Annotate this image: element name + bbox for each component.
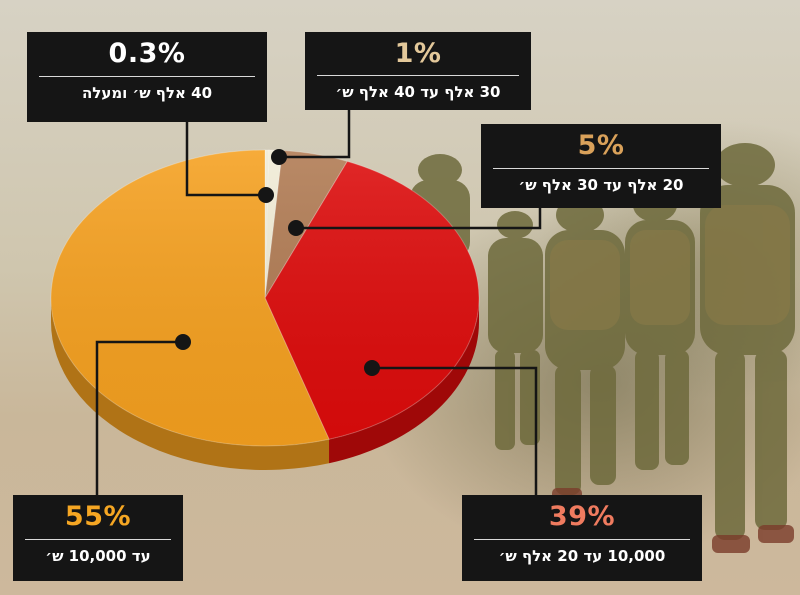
range-under-10k: עד 10,000 ש׳	[45, 547, 151, 565]
callout-under-10k: 55% עד 10,000 ש׳	[13, 495, 183, 581]
callout-divider	[25, 539, 171, 540]
range-10k-20k: 10,000 עד 20 אלף ש׳	[498, 547, 666, 565]
leader-lines	[95, 108, 542, 497]
leader-30k-40k-line	[279, 108, 351, 159]
range-30k-40k: 30 אלף עד 40 אלף ש׳	[335, 83, 501, 101]
leader-under-10k-dot	[175, 334, 191, 350]
pct-30k-40k: 1%	[394, 38, 442, 69]
callout-divider	[317, 75, 519, 76]
callout-divider	[39, 76, 255, 77]
callout-10k-20k: 39% 10,000 עד 20 אלף ש׳	[462, 495, 702, 581]
pct-above-40k: 0.3%	[108, 38, 186, 69]
leader-above-40k-line	[185, 120, 266, 197]
pct-under-10k: 55%	[64, 501, 132, 532]
leader-20k-30k-line	[296, 207, 542, 230]
leader-30k-40k-dot	[271, 149, 287, 165]
callout-30k-40k: 1% 30 אלף עד 40 אלף ש׳	[305, 32, 531, 110]
leader-10k-20k-dot	[364, 360, 380, 376]
leader-above-40k-dot	[258, 187, 274, 203]
callout-divider	[474, 539, 690, 540]
range-above-40k: 40 אלף ש׳ ומעלה	[81, 84, 213, 102]
leader-10k-20k-line	[372, 366, 538, 497]
pct-20k-30k: 5%	[577, 130, 625, 161]
leader-20k-30k-dot	[288, 220, 304, 236]
range-20k-30k: 20 אלף עד 30 אלף ש׳	[518, 176, 684, 194]
callout-20k-30k: 5% 20 אלף עד 30 אלף ש׳	[481, 124, 721, 208]
callout-divider	[493, 168, 709, 169]
leader-under-10k-line	[95, 340, 183, 497]
callout-above-40k: 0.3% 40 אלף ש׳ ומעלה	[27, 32, 267, 122]
pct-10k-20k: 39%	[548, 501, 616, 532]
